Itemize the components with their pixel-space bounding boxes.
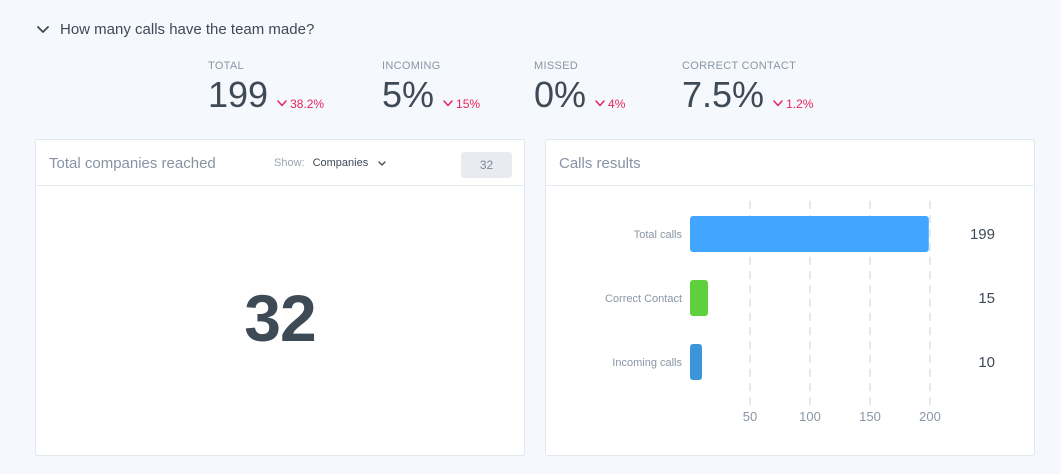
stat-delta: 1.2%: [773, 97, 813, 111]
stat-incoming: INCOMING 5% 15%: [382, 60, 480, 115]
category-label: Incoming calls: [612, 357, 682, 369]
show-label: Show:: [274, 157, 305, 169]
companies-reached-value: 32: [244, 281, 316, 355]
stat-total: TOTAL 199 38.2%: [208, 60, 324, 115]
section-header: How many calls have the team made?: [36, 21, 314, 38]
stat-delta-value: 38.2%: [290, 96, 325, 111]
category-label: Correct Contact: [605, 293, 682, 305]
bar: [690, 216, 929, 252]
card-title: Calls results: [559, 155, 641, 172]
card-header: Calls results: [546, 140, 1034, 186]
bar: [690, 344, 702, 380]
trend-down-icon: [595, 100, 605, 107]
count-badge: 32: [461, 152, 512, 178]
x-tick-label: 150: [859, 409, 881, 424]
stat-delta: 15%: [443, 97, 480, 111]
stat-value: 5%: [382, 74, 435, 115]
trend-down-icon: [773, 100, 783, 107]
value-label: 10: [978, 354, 995, 371]
stat-delta: 38.2%: [277, 97, 324, 111]
stat-delta-value: 4%: [608, 96, 626, 111]
calls-results-chart: 50 100 150 200 Total calls 199 Correct Contact…: [605, 201, 995, 424]
stat-correct-contact: CORRECT CONTACT 7.5% 1.2%: [682, 60, 813, 115]
section-title: How many calls have the team made?: [60, 21, 315, 38]
category-label: Total calls: [634, 229, 683, 241]
trend-down-icon: [277, 100, 287, 107]
show-filter: Show: Companies: [274, 157, 386, 169]
show-dropdown[interactable]: Companies: [313, 157, 387, 169]
stat-value: 0%: [534, 74, 587, 115]
stat-delta: 4%: [595, 97, 625, 111]
stat-missed: MISSED 0% 4%: [534, 60, 625, 115]
bar: [690, 280, 708, 316]
show-dropdown-value: Companies: [312, 157, 369, 169]
stats-row: TOTAL 199 38.2% INCOMING 5% 15% MISSED 0…: [208, 60, 908, 120]
chevron-down-icon[interactable]: [36, 23, 50, 37]
companies-card: Total companies reached Show: Companies …: [35, 139, 525, 456]
chevron-down-icon: [378, 160, 386, 166]
stat-label: INCOMING: [382, 60, 441, 72]
x-tick-label: 100: [799, 409, 821, 424]
card-header: Total companies reached Show: Companies …: [36, 140, 524, 186]
trend-down-icon: [443, 100, 453, 107]
stat-delta-value: 1.2%: [786, 96, 814, 111]
calls-results-card: Calls results 50 100 150 200 Total calls 199 C…: [545, 139, 1035, 456]
stat-label: CORRECT CONTACT: [682, 60, 797, 72]
stat-label: TOTAL: [208, 60, 244, 72]
stat-delta-value: 15%: [456, 96, 481, 111]
value-label: 15: [978, 290, 995, 307]
x-tick-label: 200: [919, 409, 941, 424]
card-title: Total companies reached: [49, 155, 216, 172]
stat-value: 7.5%: [682, 74, 765, 115]
stat-label: MISSED: [534, 60, 578, 72]
value-label: 199: [970, 226, 995, 243]
x-tick-label: 50: [743, 409, 757, 424]
stat-value: 199: [208, 74, 269, 115]
